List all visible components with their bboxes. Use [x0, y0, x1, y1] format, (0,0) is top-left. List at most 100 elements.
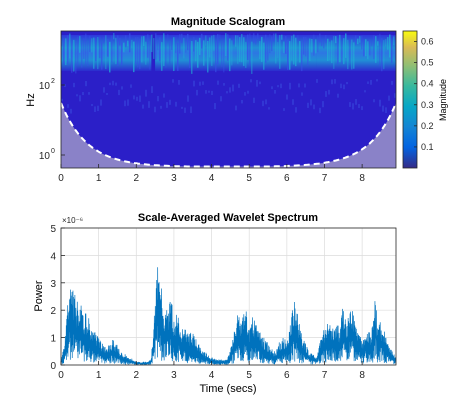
- scalogram-streak: [331, 40, 333, 64]
- scalogram-streak: [73, 39, 75, 72]
- x-tick: 0: [58, 361, 64, 381]
- colorbar-tick: 0.2: [414, 121, 434, 131]
- scalogram-speck: [124, 100, 126, 107]
- y-tick-exponent: 0: [51, 148, 55, 155]
- y-tick-base: 10: [39, 81, 51, 92]
- scalogram-streak: [335, 36, 337, 44]
- scalogram-speck: [232, 84, 234, 92]
- scalogram-streak: [217, 34, 219, 65]
- scalogram-streak: [321, 39, 323, 47]
- scalogram-streak: [307, 40, 309, 66]
- scalogram-speck: [64, 84, 66, 88]
- scalogram-speck: [169, 99, 171, 105]
- spectrum-panel: Scale-Averaged Wavelet Spectrum ×10⁻⁶ 0 1…: [33, 212, 397, 395]
- scalogram-streak: [323, 41, 325, 49]
- scalogram-speck: [121, 86, 123, 90]
- colorbar-tick-label: 0.1: [421, 142, 434, 152]
- scalogram-streak: [251, 41, 253, 74]
- scalogram-speck: [175, 101, 177, 107]
- scalogram-streak: [81, 41, 83, 68]
- scalogram-speck: [115, 82, 117, 86]
- scalogram-streak: [363, 39, 365, 57]
- x-tick: 8: [359, 164, 365, 184]
- scalogram-streak: [199, 37, 201, 56]
- scalogram-streak: [393, 36, 395, 46]
- scalogram-speck: [76, 94, 78, 97]
- cone-of-influence-boundary: [61, 102, 396, 168]
- scalogram-streak: [375, 36, 377, 63]
- colorbar-tick: 0.4: [414, 79, 434, 89]
- scalogram-streak: [65, 38, 67, 66]
- scalogram-streak: [361, 35, 363, 50]
- scalogram-streak: [379, 33, 381, 67]
- scalogram-speck: [196, 89, 198, 96]
- scalogram-streak: [165, 41, 167, 68]
- scalogram-streak: [359, 36, 361, 43]
- x-tick-label: 6: [284, 173, 290, 184]
- colorbar-tick-label: 0.6: [421, 37, 434, 47]
- scalogram-streak: [319, 33, 321, 43]
- scalogram-x-ticks: 0 1 2 3 4 5 6 7 8: [58, 164, 365, 184]
- scalogram-streak: [109, 41, 111, 73]
- colorbar-label: Magnitude: [438, 79, 448, 121]
- scalogram-streak: [117, 35, 119, 66]
- scalogram-streak: [221, 41, 223, 67]
- x-tick: 7: [322, 164, 328, 184]
- x-tick-label: 3: [171, 370, 177, 381]
- scalogram-streak: [329, 41, 331, 61]
- scalogram-streak: [301, 41, 303, 72]
- scalogram-speck: [289, 82, 291, 90]
- scalogram-speck: [163, 93, 165, 98]
- scalogram-streak: [369, 39, 371, 56]
- scalogram-streak: [159, 37, 161, 62]
- scalogram-streak: [77, 36, 79, 66]
- scalogram-speck: [202, 81, 204, 85]
- x-tick: 1: [96, 361, 102, 381]
- scalogram-speck: [379, 99, 381, 107]
- x-tick-label: 4: [209, 173, 215, 184]
- scalogram-streak: [135, 37, 137, 65]
- x-tick-label: 1: [96, 173, 102, 184]
- scalogram-streak: [111, 35, 113, 63]
- scalogram-streak: [125, 35, 127, 48]
- scalogram-speck: [193, 80, 195, 87]
- scalogram-speck: [136, 96, 138, 101]
- scalogram-speck: [391, 81, 393, 85]
- scalogram-streak: [245, 42, 247, 68]
- scalogram-streak: [79, 35, 81, 53]
- y-tick: 3: [50, 279, 65, 290]
- scalogram-streak: [225, 33, 227, 56]
- scalogram-speck: [166, 102, 168, 108]
- scalogram-speck: [226, 91, 228, 94]
- scalogram-speck: [262, 100, 264, 107]
- scalogram-streak: [141, 36, 143, 63]
- scalogram-streak: [113, 33, 115, 40]
- x-tick: 3: [171, 164, 177, 184]
- colorbar: 0.1 0.2 0.3 0.4 0.5 0.6 Magnitude: [402, 30, 448, 169]
- scalogram-speck: [154, 106, 156, 113]
- scalogram-streak: [305, 36, 307, 57]
- scalogram-y-tick-100: 10 2: [39, 78, 65, 92]
- spectrum-series-line: [61, 267, 396, 365]
- scalogram-speck: [208, 90, 210, 93]
- scalogram-streak: [351, 39, 353, 70]
- scalogram-speck: [271, 86, 273, 90]
- scalogram-streak: [273, 33, 275, 42]
- scalogram-streak: [291, 35, 293, 61]
- scalogram-streak: [327, 38, 329, 62]
- spectrum-xlabel: Time (secs): [199, 383, 256, 395]
- scalogram-speck: [283, 108, 285, 111]
- scalogram-streak: [143, 36, 145, 47]
- scalogram-speck: [337, 93, 339, 98]
- scalogram-streak: [287, 39, 289, 70]
- scalogram-streak: [85, 33, 87, 65]
- scalogram-speck: [373, 99, 375, 103]
- scalogram-streak: [345, 33, 347, 58]
- spectrum-y-ticks: 0 1 2 3 4 5: [50, 224, 65, 372]
- scalogram-streak: [95, 38, 97, 62]
- spectrum-y-multiplier: ×10⁻⁶: [62, 216, 83, 225]
- scalogram-streak: [71, 41, 73, 73]
- scalogram-streak: [373, 35, 375, 60]
- scalogram-streak: [313, 34, 315, 56]
- y-tick-label: 5: [50, 224, 56, 235]
